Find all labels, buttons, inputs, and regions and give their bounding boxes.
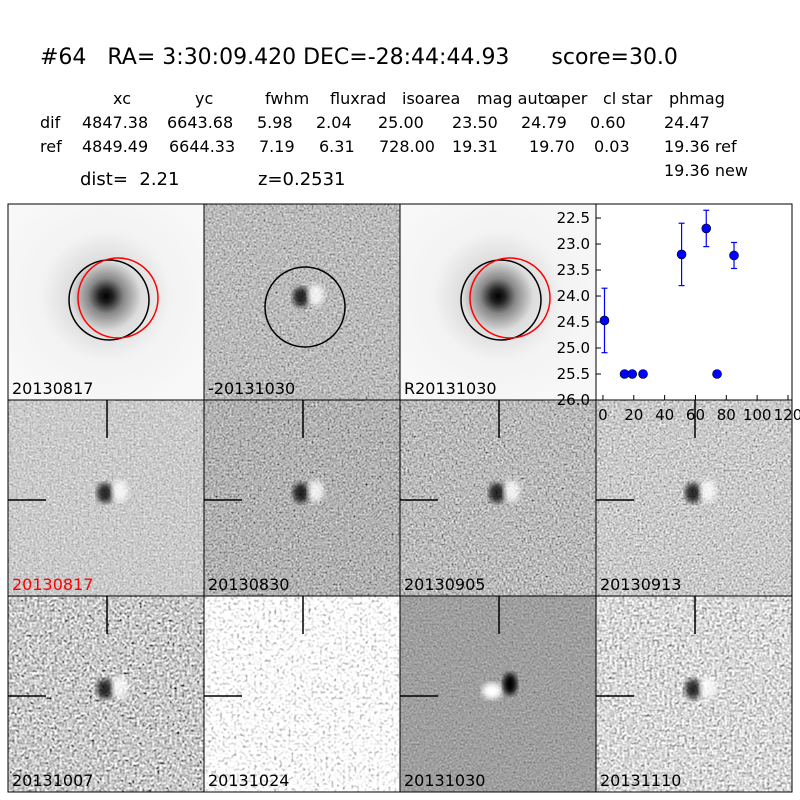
- panel-label: R20131030: [404, 379, 497, 398]
- dipole-dark: [685, 483, 701, 503]
- dipole-dark: [489, 483, 505, 503]
- y-tick-label: 26.0: [557, 391, 590, 409]
- table-cell: dif: [40, 113, 61, 132]
- table-cell: 24.79: [521, 113, 567, 132]
- panel-label: 20131007: [12, 771, 93, 790]
- panel-label: 20130905: [404, 575, 485, 594]
- image: [400, 204, 596, 400]
- redshift: z=0.2531: [258, 169, 346, 190]
- plot-area: [595, 203, 793, 401]
- panel-label: 20131030: [404, 771, 485, 790]
- table-cell: 6644.33: [169, 137, 235, 156]
- title: #64 RA= 3:30:09.420 DEC=-28:44:44.93 sco…: [40, 45, 678, 70]
- circle-ref: [68, 259, 150, 341]
- column-header: fluxrad: [330, 89, 386, 108]
- dipole-dark: [293, 287, 309, 307]
- y-tick-label: 23.0: [557, 235, 590, 253]
- table-cell: 25.00: [378, 113, 424, 132]
- table-cell: 0.03: [594, 137, 630, 156]
- point: [701, 223, 712, 234]
- table-cell: 7.19: [259, 137, 295, 156]
- table-cell: 4849.49: [82, 137, 148, 156]
- point: [676, 249, 687, 260]
- column-header: mag auto: [477, 89, 554, 108]
- circle-ref: [264, 266, 346, 348]
- table-cell: 19.31: [452, 137, 498, 156]
- dipole-dark: [503, 673, 517, 695]
- panel-label: 20131110: [600, 771, 681, 790]
- x-tick-label: 80: [717, 406, 736, 424]
- column-header: yc: [195, 89, 213, 108]
- dipole-light: [482, 683, 502, 699]
- x-tick-label: 60: [686, 406, 705, 424]
- circle-ref: [460, 259, 542, 341]
- y-tick-label: 22.5: [557, 209, 590, 227]
- point: [729, 250, 739, 261]
- table-cell: 4847.38: [82, 113, 148, 132]
- dipole-dark: [97, 483, 113, 503]
- panel-label: 20130830: [208, 575, 289, 594]
- y-tick-label: 25.0: [557, 339, 590, 357]
- point: [627, 369, 638, 379]
- table-cell: 19.36 ref: [664, 137, 737, 156]
- dipole-light: [504, 480, 520, 502]
- table-cell: 6.31: [319, 137, 355, 156]
- dipole-light: [112, 480, 128, 502]
- x-tick-label: 100: [743, 406, 772, 424]
- x-tick-label: 40: [655, 406, 674, 424]
- column-header: phmag: [669, 89, 725, 108]
- dipole-light: [308, 284, 324, 306]
- table-cell: 19.70: [529, 137, 575, 156]
- column-header: isoarea: [402, 89, 460, 108]
- point: [599, 315, 610, 326]
- panel-label: -20131030: [208, 379, 295, 398]
- dipole-light: [112, 676, 128, 698]
- y-tick-label: 23.5: [557, 261, 590, 279]
- dist: dist= 2.21: [80, 169, 179, 190]
- column-header: aper: [551, 89, 588, 108]
- x-tick-label: 0: [598, 406, 608, 424]
- image: [204, 596, 400, 792]
- dipole-dark: [97, 679, 113, 699]
- panel-border: [595, 595, 793, 793]
- table-cell: ref: [40, 137, 62, 156]
- y-tick-label: 24.5: [557, 313, 590, 331]
- dipole-dark: [685, 679, 701, 699]
- panel-label: 20130817: [12, 379, 93, 398]
- panel-label: 20131024: [208, 771, 289, 790]
- table-cell: 0.60: [590, 113, 626, 132]
- panel-label: 20130817: [12, 575, 93, 594]
- table-cell: 2.04: [316, 113, 352, 132]
- dipole-light: [700, 480, 716, 502]
- table-cell: 23.50: [452, 113, 498, 132]
- column-header: xc: [113, 89, 131, 108]
- table-cell: 728.00: [379, 137, 435, 156]
- table-cell: 6643.68: [167, 113, 233, 132]
- dipole-light: [308, 480, 324, 502]
- column-header: cl star: [603, 89, 653, 108]
- circle-new: [469, 257, 551, 339]
- table-cell: 5.98: [257, 113, 293, 132]
- point: [712, 369, 722, 379]
- column-header: fwhm: [265, 89, 309, 108]
- y-tick-label: 24.0: [557, 287, 590, 305]
- x-tick-label: 20: [624, 406, 643, 424]
- point: [638, 369, 648, 379]
- dipole-light: [700, 676, 716, 698]
- panel-label: 20130913: [600, 575, 681, 594]
- y-tick-label: 25.5: [557, 365, 590, 383]
- table-extra: 19.36 new: [664, 161, 748, 180]
- circle-new: [77, 257, 159, 339]
- image: [8, 204, 204, 400]
- table-cell: 24.47: [664, 113, 710, 132]
- x-tick-label: 120: [774, 406, 800, 424]
- dipole-dark: [293, 483, 309, 503]
